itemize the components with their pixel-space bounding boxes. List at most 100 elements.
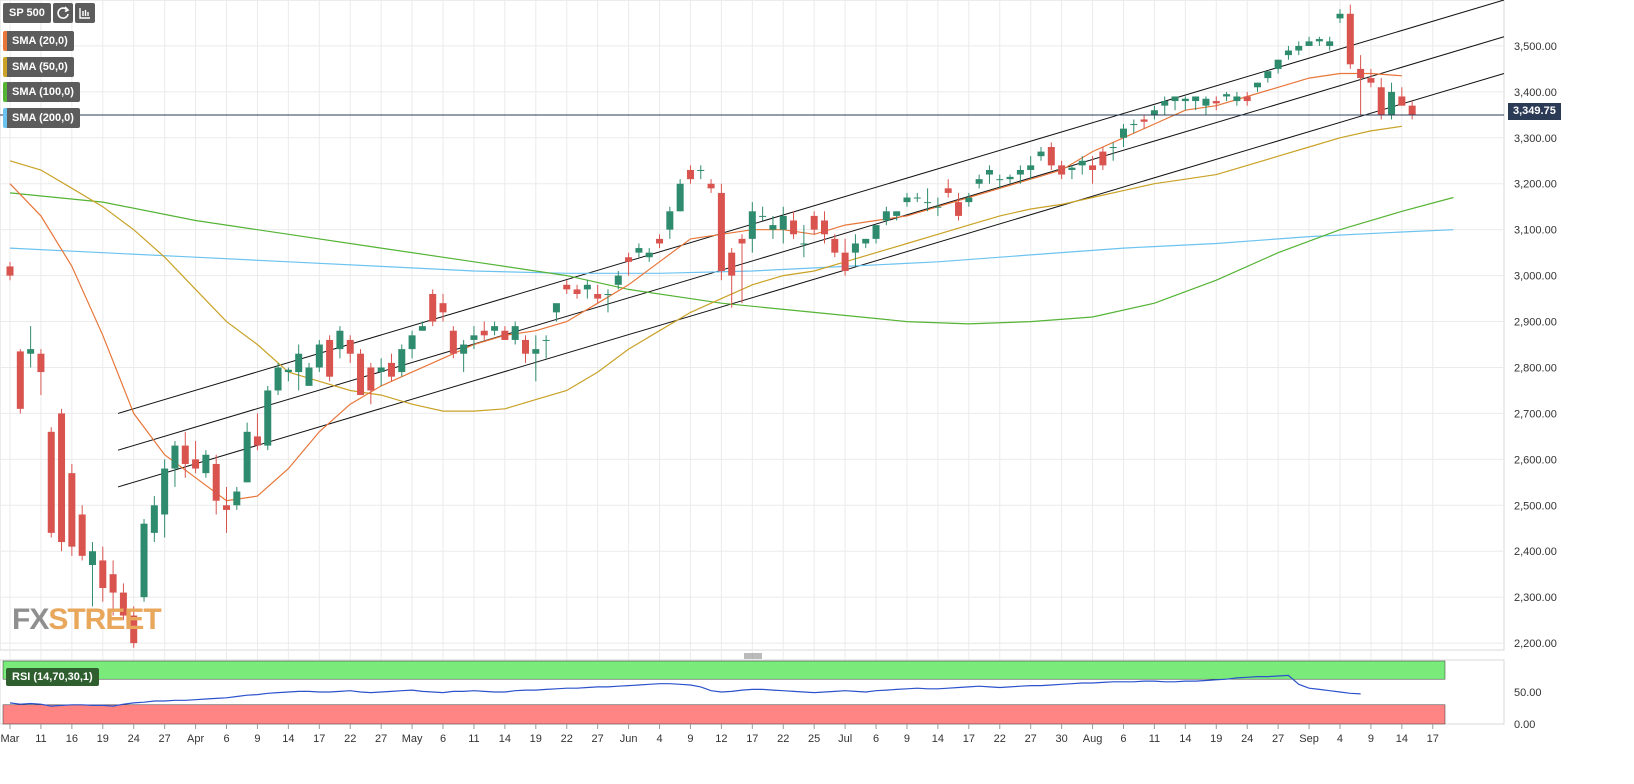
candle bbox=[243, 422, 251, 483]
candle bbox=[552, 303, 560, 322]
last-price-tag: 3,349.75 bbox=[1508, 103, 1561, 120]
candle bbox=[676, 179, 684, 212]
rsi-tick-label: 50.00 bbox=[1514, 687, 1542, 699]
indicator-legend-item[interactable]: SMA (50,0) bbox=[3, 56, 74, 77]
candle-body bbox=[1150, 110, 1158, 115]
candle-body bbox=[666, 211, 674, 230]
candle bbox=[769, 215, 777, 239]
candle bbox=[119, 583, 127, 621]
candle bbox=[1161, 96, 1169, 115]
legend-label: SMA (50,0) bbox=[7, 56, 74, 77]
candle-body bbox=[1161, 101, 1169, 106]
candle-body bbox=[1140, 119, 1148, 122]
candle bbox=[563, 280, 571, 294]
candle-body bbox=[501, 330, 509, 340]
x-tick-label: 22 bbox=[994, 733, 1006, 745]
indicators-icon[interactable] bbox=[74, 3, 95, 23]
candle bbox=[748, 202, 756, 253]
y-tick-label: 2,800.00 bbox=[1514, 362, 1557, 374]
legend-label: SMA (20,0) bbox=[7, 31, 74, 51]
candle-body bbox=[1398, 96, 1406, 106]
candle bbox=[1037, 146, 1045, 161]
x-tick-label: 25 bbox=[808, 733, 820, 745]
candle-body bbox=[645, 252, 653, 258]
candle bbox=[1408, 101, 1416, 120]
candle bbox=[439, 293, 447, 322]
candle bbox=[37, 349, 45, 396]
x-tick-label: 19 bbox=[530, 733, 542, 745]
candlestick-series bbox=[6, 4, 1416, 648]
x-tick-label: 11 bbox=[1149, 733, 1160, 745]
candle bbox=[614, 271, 622, 290]
x-tick-label: 14 bbox=[499, 733, 511, 745]
x-tick-label: 4 bbox=[656, 733, 662, 745]
candle-body bbox=[1367, 78, 1375, 83]
y-tick-label: 3,200.00 bbox=[1514, 179, 1557, 191]
candle bbox=[1326, 36, 1334, 51]
candle-body bbox=[326, 339, 334, 377]
candle-body bbox=[408, 335, 416, 350]
candle bbox=[192, 440, 200, 474]
candle bbox=[398, 344, 406, 377]
x-tick-label: Jul bbox=[838, 733, 852, 745]
x-tick-label: 17 bbox=[1427, 733, 1439, 745]
candle-body bbox=[491, 326, 499, 331]
candle-body bbox=[480, 330, 488, 336]
symbol-label[interactable]: SP 500 bbox=[3, 3, 51, 23]
x-tick-label: 14 bbox=[1396, 733, 1408, 745]
candle bbox=[1119, 124, 1127, 147]
candle bbox=[460, 339, 468, 373]
pane-resize-handle[interactable] bbox=[744, 653, 762, 659]
candle-body bbox=[460, 344, 468, 354]
candle bbox=[872, 225, 880, 244]
candle-body bbox=[1243, 96, 1251, 102]
x-tick-label: 27 bbox=[375, 733, 387, 745]
candle-body bbox=[707, 183, 715, 189]
candle bbox=[1233, 91, 1241, 106]
x-tick-label: 14 bbox=[282, 733, 294, 745]
candle bbox=[274, 362, 282, 396]
indicator-legend-item[interactable]: SMA (20,0) bbox=[3, 31, 74, 51]
candle-body bbox=[109, 574, 117, 593]
candle-body bbox=[728, 252, 736, 276]
indicator-legend-item[interactable]: SMA (200,0) bbox=[3, 107, 80, 128]
rsi-label[interactable]: RSI (14,70,30,1) bbox=[6, 668, 99, 686]
candle-body bbox=[1037, 151, 1045, 157]
x-tick-label: 22 bbox=[561, 733, 573, 745]
sma100-line bbox=[9, 192, 1454, 325]
candle-body bbox=[1408, 105, 1416, 115]
brand-watermark: FXSTREET bbox=[12, 603, 162, 637]
candle-body bbox=[202, 454, 210, 474]
candle bbox=[171, 440, 179, 487]
moving-averages bbox=[9, 72, 1454, 502]
candle-body bbox=[779, 215, 787, 230]
indicator-legend-item[interactable]: SMA (100,0) bbox=[3, 82, 80, 102]
candle-body bbox=[387, 362, 395, 377]
x-tick-label: May bbox=[402, 733, 423, 745]
candle-body bbox=[429, 293, 437, 322]
candle bbox=[68, 463, 76, 556]
x-tick-label: Aug bbox=[1083, 733, 1103, 745]
candle bbox=[1171, 96, 1179, 111]
candle bbox=[367, 362, 375, 405]
candle-body bbox=[1233, 96, 1241, 102]
candle-body bbox=[1027, 165, 1035, 170]
candle bbox=[295, 344, 303, 391]
candle-body bbox=[78, 514, 86, 556]
candle-body bbox=[119, 592, 127, 616]
candle bbox=[1377, 78, 1385, 120]
rsi-line bbox=[9, 674, 1361, 707]
candle-body bbox=[88, 551, 96, 566]
x-tick-label: 9 bbox=[254, 733, 260, 745]
candle bbox=[738, 234, 746, 304]
candle bbox=[728, 248, 736, 308]
candle bbox=[418, 321, 426, 331]
candle-body bbox=[820, 220, 828, 235]
x-tick-label: 17 bbox=[746, 733, 758, 745]
candle-body bbox=[171, 445, 179, 469]
candle bbox=[1016, 165, 1024, 184]
refresh-icon[interactable] bbox=[52, 3, 73, 23]
candle-body bbox=[439, 303, 447, 313]
candle bbox=[1047, 142, 1055, 170]
candle-body bbox=[274, 367, 282, 391]
